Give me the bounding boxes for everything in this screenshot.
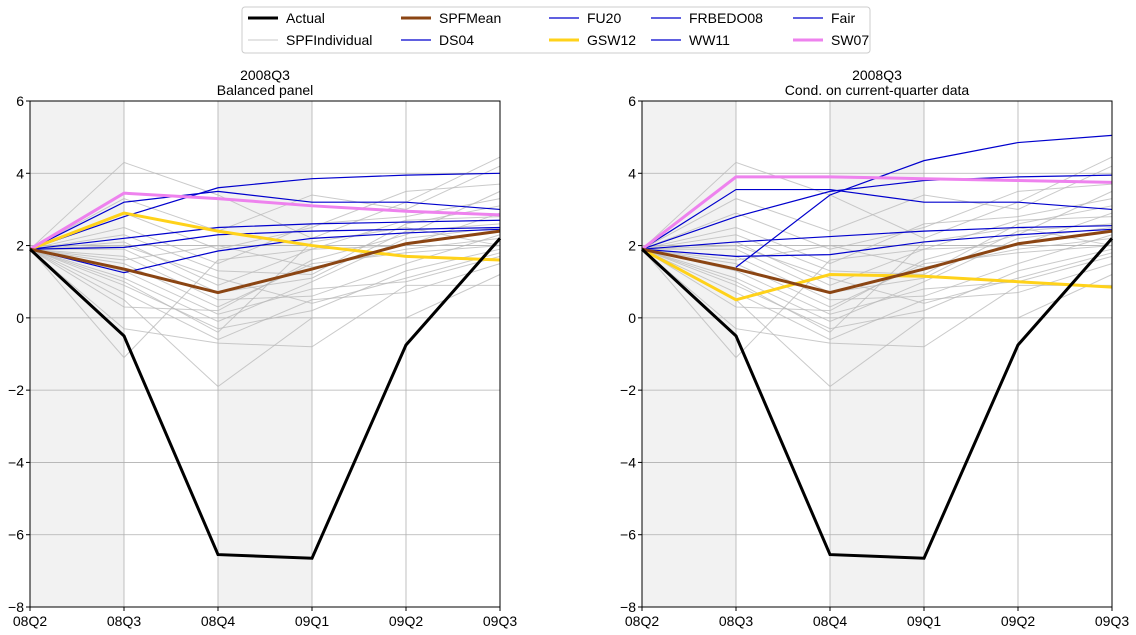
legend-label-ds04: DS04 bbox=[439, 32, 474, 48]
x-tick-label-09q2: 09Q2 bbox=[1001, 613, 1035, 629]
x-tick-label-08q4: 08Q4 bbox=[201, 613, 235, 629]
spf-individual-line-14 bbox=[641, 248, 1112, 348]
series-line-ww11 bbox=[641, 188, 1113, 250]
x-tick-label-08q2: 08Q2 bbox=[625, 613, 659, 629]
y-tick-label-minus4: −4 bbox=[620, 454, 636, 470]
spf-individual-line-15 bbox=[29, 216, 501, 359]
legend-label-fu20: FU20 bbox=[587, 10, 621, 26]
y-tick-label-minus6: −6 bbox=[620, 527, 636, 543]
spf-individual-line-10 bbox=[29, 227, 501, 323]
spf-individual-line-2 bbox=[641, 183, 1113, 250]
y-tick-label-6: 6 bbox=[16, 93, 24, 109]
series-line-ds04 bbox=[29, 172, 501, 250]
spf-individual-line-19 bbox=[641, 226, 1113, 333]
panel-subtitle: Cond. on current-quarter data bbox=[785, 82, 970, 98]
series-line-actual bbox=[640, 237, 1114, 560]
spf-individual-line-16 bbox=[641, 237, 1113, 268]
series-line-sw07 bbox=[29, 191, 501, 251]
spf-individual-line-7 bbox=[29, 234, 501, 301]
x-tick-label-09q3: 09Q3 bbox=[1095, 613, 1129, 629]
spf-individual-line-16 bbox=[29, 237, 501, 268]
legend-label-spfmean: SPFMean bbox=[439, 10, 501, 26]
spf-individual-line-19 bbox=[29, 226, 501, 333]
spf-individual-line-12 bbox=[641, 248, 1113, 341]
chart-panel-balanced: 08Q2 08Q3 08Q4 09Q1 09Q2 09Q3 −8 −6 −4 −2 0 2 4 6 2008… bbox=[8, 67, 517, 629]
y-tick-label-minus8: −8 bbox=[8, 599, 24, 615]
spf-individual-line-3 bbox=[641, 198, 1113, 265]
series-line-spfmean bbox=[29, 229, 501, 295]
spf-individual-line-4 bbox=[29, 205, 501, 275]
legend-label-frbedo08: FRBEDO08 bbox=[689, 10, 763, 26]
series-line-sw07 bbox=[641, 175, 1113, 251]
x-tick-label-09q1: 09Q1 bbox=[907, 613, 941, 629]
legend-label-ww11: WW11 bbox=[689, 32, 730, 48]
axes-frame bbox=[29, 100, 501, 608]
legend: Actual SPFIndividual SPFMean DS04 FU20 GSW12 F… bbox=[241, 6, 871, 54]
y-tick-label-0: 0 bbox=[16, 310, 24, 326]
y-tick-label-minus6: −6 bbox=[8, 527, 24, 543]
y-tick-label-0: 0 bbox=[628, 310, 636, 326]
spf-individual-line-1 bbox=[641, 165, 1113, 250]
spf-individual-line-17 bbox=[641, 245, 1113, 304]
series-line-gsw12 bbox=[641, 247, 1113, 302]
x-tick-label-09q1: 09Q1 bbox=[295, 613, 329, 629]
y-tick-label-4: 4 bbox=[16, 165, 24, 181]
spf-individual-line-14 bbox=[29, 248, 500, 348]
spf-individual-line-10 bbox=[641, 227, 1113, 323]
x-tick-label-09q2: 09Q2 bbox=[389, 613, 423, 629]
spf-individual-line-3 bbox=[29, 198, 501, 265]
spf-individual-line-17 bbox=[29, 245, 501, 304]
legend-label-actual: Actual bbox=[286, 10, 325, 26]
x-tick-label-08q3: 08Q3 bbox=[107, 613, 141, 629]
spf-individual-line-13 bbox=[29, 248, 501, 388]
series-line-actual bbox=[28, 237, 502, 560]
shaded-region-0 bbox=[642, 101, 736, 607]
y-tick-label-4: 4 bbox=[628, 165, 636, 181]
panel-subtitle: Balanced panel bbox=[217, 82, 314, 98]
chart-panel-current-quarter: 08Q2 08Q3 08Q4 09Q1 09Q2 09Q3 −8 −6 −4 −2 0 2 4 6 2008… bbox=[620, 67, 1129, 629]
series-line-fair bbox=[641, 225, 1113, 250]
x-tick-label-08q2: 08Q2 bbox=[13, 613, 47, 629]
panel-title: 2008Q3 bbox=[852, 67, 902, 83]
y-tick-label-minus2: −2 bbox=[620, 382, 636, 398]
legend-label-gsw12: GSW12 bbox=[587, 32, 636, 48]
series-line-frbedo08 bbox=[641, 228, 1113, 258]
x-tick-label-08q4: 08Q4 bbox=[813, 613, 847, 629]
legend-label-spfindividual: SPFIndividual bbox=[286, 32, 372, 48]
series-line-fu20 bbox=[735, 134, 1113, 268]
spf-individual-line-12 bbox=[29, 248, 501, 341]
series-line-ww11 bbox=[29, 219, 501, 250]
x-tick-label-09q3: 09Q3 bbox=[483, 613, 517, 629]
y-tick-label-minus8: −8 bbox=[620, 599, 636, 615]
spf-individual-line-1 bbox=[29, 165, 501, 250]
x-tick-label-08q3: 08Q3 bbox=[719, 613, 753, 629]
panel-title: 2008Q3 bbox=[240, 67, 290, 83]
spf-individual-line-18 bbox=[29, 190, 501, 312]
series-line-fu20 bbox=[29, 190, 501, 250]
series-line-ds04 bbox=[641, 174, 1113, 250]
series-line-gsw12 bbox=[29, 211, 501, 262]
y-tick-label-6: 6 bbox=[628, 93, 636, 109]
y-tick-label-minus2: −2 bbox=[8, 382, 24, 398]
legend-label-fair: Fair bbox=[831, 10, 855, 26]
series-line-fair bbox=[29, 226, 501, 250]
legend-frame bbox=[241, 6, 871, 54]
spf-individual-line-0 bbox=[29, 156, 501, 250]
y-tick-label-2: 2 bbox=[628, 238, 636, 254]
y-tick-label-minus4: −4 bbox=[8, 454, 24, 470]
axes-frame bbox=[641, 100, 1113, 608]
shaded-region-1 bbox=[218, 101, 312, 607]
series-line-frbedo08 bbox=[29, 228, 501, 274]
y-tick-label-2: 2 bbox=[16, 238, 24, 254]
shaded-region-0 bbox=[30, 101, 124, 607]
spf-individual-line-15 bbox=[641, 216, 1113, 359]
spf-individual-line-4 bbox=[641, 205, 1113, 275]
spf-individual-line-0 bbox=[641, 156, 1113, 250]
series-line-spfmean bbox=[641, 229, 1113, 295]
legend-label-sw07: SW07 bbox=[831, 32, 869, 48]
